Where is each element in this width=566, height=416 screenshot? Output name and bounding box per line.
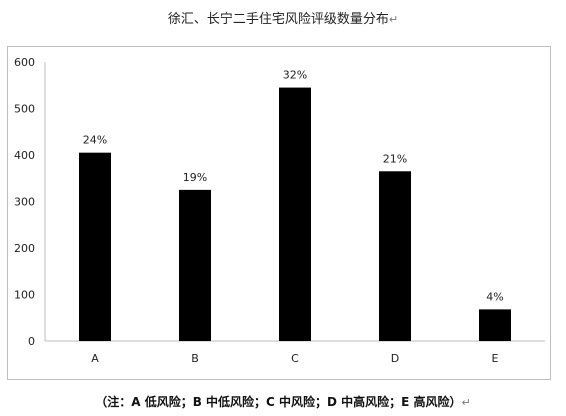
bar <box>179 189 211 341</box>
y-tick-label: 500 <box>14 103 35 116</box>
y-tick-label: 100 <box>14 289 35 302</box>
data-label: 4% <box>486 290 503 303</box>
chart-frame <box>7 46 551 380</box>
chart-title-text: 徐汇、长宁二手住宅风险评级数量分布 <box>167 12 389 27</box>
paragraph-mark-icon: ↵ <box>461 396 471 409</box>
y-tick-label: 200 <box>14 242 35 255</box>
bar <box>79 152 111 341</box>
bars <box>79 87 511 341</box>
bar <box>479 309 511 341</box>
chart-note-text: （注：A 低风险；B 中低风险；C 中风险；D 中高风险；E 高风险） <box>95 395 462 409</box>
data-label: 24% <box>83 134 107 147</box>
paragraph-mark-icon: ↵ <box>388 13 399 26</box>
data-labels: 24% 19% 32% 21% 4% <box>83 69 504 304</box>
data-label: 19% <box>183 171 207 184</box>
y-tick-label: 600 <box>14 56 35 69</box>
x-tick-label: C <box>291 352 299 365</box>
data-label: 32% <box>283 69 307 82</box>
y-tick-labels: 0 100 200 300 400 500 600 <box>14 56 35 348</box>
bar <box>279 87 311 341</box>
x-tick-label: D <box>391 352 399 365</box>
chart-title: 徐汇、长宁二手住宅风险评级数量分布↵ <box>0 8 566 27</box>
chart-note: （注：A 低风险；B 中低风险；C 中风险；D 中高风险；E 高风险）↵ <box>0 393 566 410</box>
x-tick-labels: A B C D E <box>91 352 498 365</box>
y-tick-label: 300 <box>14 196 35 209</box>
data-label: 21% <box>383 152 407 165</box>
x-tick-label: E <box>492 352 499 365</box>
x-tick-label: B <box>191 352 199 365</box>
y-tick-label: 400 <box>14 149 35 162</box>
y-tick-label: 0 <box>28 335 35 348</box>
x-tick-label: A <box>91 352 99 365</box>
bar <box>379 171 411 341</box>
